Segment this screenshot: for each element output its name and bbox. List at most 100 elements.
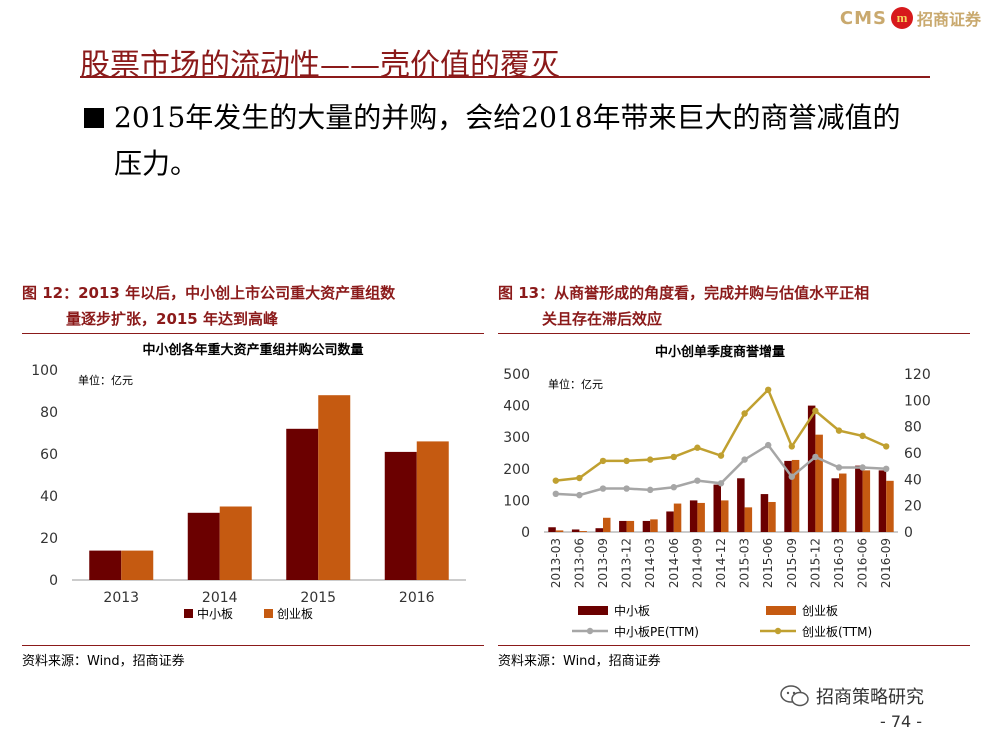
bullet-point: 2015年发生的大量的并购，会给2018年带来巨大的商誉减值的压力。 bbox=[84, 95, 914, 187]
chart2-legend-marker bbox=[586, 627, 594, 635]
chart2-line-point bbox=[576, 491, 583, 499]
chart2-line-point bbox=[599, 485, 607, 492]
chart2-line-point bbox=[647, 486, 654, 494]
chart1-y-tick: 0 bbox=[49, 573, 58, 589]
chart2-y-right-tick: 100 bbox=[904, 393, 931, 409]
chart2-bar-chuangyeban bbox=[697, 502, 705, 532]
chart2-bar-chuangyeban bbox=[791, 459, 800, 532]
chart2-line-point bbox=[576, 474, 583, 482]
chart2-bar-chuangyeban bbox=[626, 520, 635, 532]
chart2-bar-zhongxiaoban bbox=[666, 511, 674, 532]
chart2-x-tick: 2014-06 bbox=[667, 538, 681, 588]
chart1-legend-label: 创业板 bbox=[277, 607, 313, 621]
brand-footer: 招商策略研究 bbox=[780, 683, 924, 709]
chart2-y-right-tick: 40 bbox=[904, 472, 922, 488]
chart2-bar-zhongxiaoban bbox=[855, 465, 863, 532]
chart2-x-tick: 2014-03 bbox=[643, 538, 657, 588]
chart2-legend-label: 中小板 bbox=[614, 603, 650, 618]
chart2-bar-zhongxiaoban bbox=[571, 529, 580, 532]
chart2-line-point bbox=[717, 452, 725, 459]
chart2-line-point bbox=[694, 444, 701, 451]
chart2-y-right-tick: 60 bbox=[904, 446, 922, 462]
chart2-y-right-tick: 0 bbox=[904, 525, 913, 541]
chart2-y-right-tick: 80 bbox=[904, 420, 922, 436]
chart2-bar-zhongxiaoban bbox=[642, 520, 651, 532]
chart2-bar-chuangyeban bbox=[579, 531, 587, 532]
figure13-source-divider bbox=[498, 645, 970, 646]
square-bullet-icon bbox=[84, 108, 104, 128]
chart1-x-tick: 2015 bbox=[300, 590, 336, 606]
figure12-caption: 图 12：2013 年以后，中小创上市公司重大资产重组数 量逐步扩张，2015 … bbox=[22, 280, 492, 332]
chart2-line-point bbox=[670, 484, 677, 491]
figure12-caption-line2: 量逐步扩张，2015 年达到高峰 bbox=[66, 310, 278, 328]
chart2-x-tick: 2016-03 bbox=[832, 538, 846, 588]
chart2-line-point bbox=[788, 443, 795, 450]
figure13-source: 资料来源：Wind，招商证券 bbox=[498, 654, 661, 669]
chart1-y-tick: 80 bbox=[40, 405, 58, 421]
chart1-bar-zhongxiaoban bbox=[187, 512, 220, 580]
chart1-bar-chuangyeban bbox=[121, 550, 154, 580]
chart2-line-point bbox=[552, 490, 559, 498]
chart1-y-tick: 40 bbox=[40, 489, 58, 505]
chart2-bar-zhongxiaoban bbox=[807, 405, 816, 532]
chart2-line-point bbox=[670, 453, 677, 461]
logo-cn: 招商证券 bbox=[916, 10, 981, 29]
chart2-line-point bbox=[623, 485, 630, 492]
figure12-source-divider bbox=[22, 645, 484, 646]
chart1-title: 中小创各年重大资产重组并购公司数量 bbox=[142, 342, 363, 358]
chart2-bar-chuangyeban bbox=[886, 480, 894, 532]
chart2-line-point bbox=[883, 443, 890, 450]
chart2-bar-chuangyeban bbox=[721, 500, 729, 532]
chart2-legend-marker bbox=[774, 627, 782, 635]
chart2-x-tick: 2013-12 bbox=[620, 538, 634, 588]
chart1-x-tick: 2016 bbox=[399, 590, 435, 606]
wechat-icon bbox=[780, 685, 809, 707]
chart2-bar-chuangyeban bbox=[673, 503, 682, 532]
chart2-y-right-tick: 120 bbox=[904, 367, 931, 383]
chart2-bar-zhongxiaoban bbox=[713, 484, 721, 532]
chart2-x-tick: 2013-09 bbox=[596, 538, 610, 588]
chart2-line-point bbox=[741, 456, 748, 463]
chart2-line-point bbox=[765, 386, 772, 393]
figure12-caption-divider bbox=[22, 333, 484, 334]
figure13-caption-divider bbox=[498, 333, 970, 334]
chart2-line-point bbox=[812, 407, 819, 415]
bullet-text: 2015年发生的大量的并购，会给2018年带来巨大的商誉减值的压力。 bbox=[114, 101, 901, 180]
chart2-x-tick: 2015-03 bbox=[738, 538, 752, 588]
chart1-y-tick: 60 bbox=[40, 447, 58, 463]
chart2-bar-zhongxiaoban bbox=[760, 494, 769, 532]
chart1-legend-label: 中小板 bbox=[197, 606, 233, 621]
chart2-bar-chuangyeban bbox=[744, 507, 753, 532]
chart2-line-point bbox=[741, 410, 748, 417]
figure12-source: 资料来源：Wind，招商证券 bbox=[22, 654, 185, 669]
chart2-line-point bbox=[812, 453, 819, 461]
chart2-x-tick: 2013-03 bbox=[549, 538, 563, 588]
chart2-legend-label: 创业板(TTM) bbox=[802, 625, 872, 639]
chart2-bar-zhongxiaoban bbox=[595, 528, 603, 532]
chart2-x-tick: 2014-09 bbox=[690, 538, 704, 588]
chart2-bar-chuangyeban bbox=[839, 473, 847, 532]
logo-text: CMS bbox=[839, 7, 887, 29]
chart2-x-tick: 2015-06 bbox=[761, 538, 775, 588]
chart1-bar-zhongxiaoban bbox=[384, 451, 417, 580]
chart2-x-tick: 2013-06 bbox=[572, 538, 586, 588]
chart2-line-point bbox=[599, 457, 607, 465]
chart2-bar-zhongxiaoban bbox=[548, 527, 556, 532]
chart1-y-tick: 100 bbox=[31, 363, 58, 379]
chart2-bar-zhongxiaoban bbox=[619, 520, 627, 532]
chart2-unit-label: 单位：亿元 bbox=[548, 377, 603, 391]
chart1-bar-chuangyeban bbox=[219, 506, 252, 580]
chart2-x-tick: 2016-06 bbox=[856, 538, 870, 588]
chart2-bar-chuangyeban bbox=[555, 530, 564, 532]
chart1-y-tick: 20 bbox=[40, 531, 58, 547]
chart1-x-tick: 2014 bbox=[202, 590, 238, 606]
chart1-bar-zhongxiaoban bbox=[89, 550, 122, 580]
chart1-legend-swatch bbox=[264, 609, 273, 618]
chart2-line-point bbox=[859, 464, 866, 471]
chart2-bar-zhongxiaoban bbox=[737, 478, 745, 532]
chart1-bar-zhongxiaoban bbox=[286, 428, 319, 580]
logo-mark-icon: m bbox=[890, 7, 913, 29]
page-number: - 74 - bbox=[880, 712, 923, 731]
